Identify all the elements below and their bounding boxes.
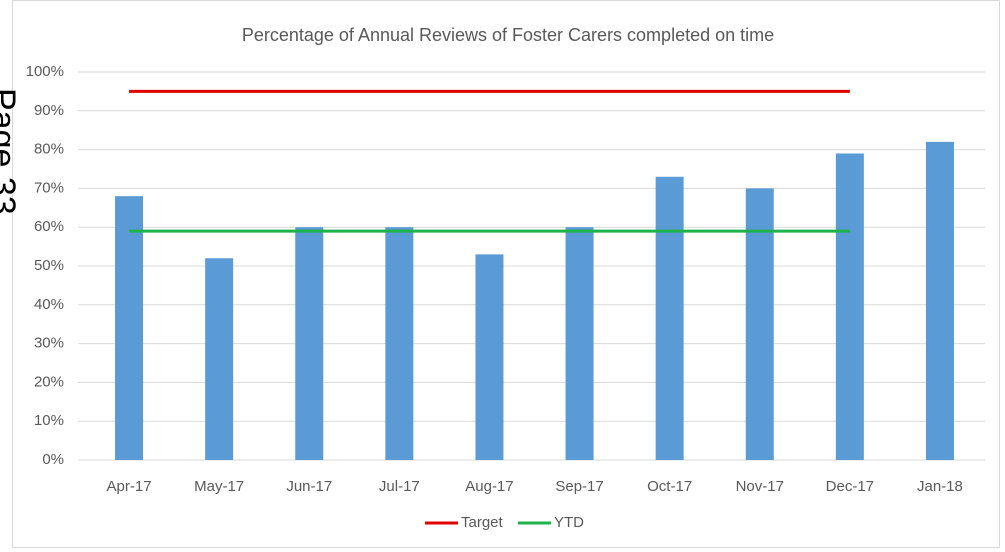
y-tick-label: 40% bbox=[34, 296, 64, 313]
bar bbox=[475, 254, 504, 460]
page-annotation: Page 33 bbox=[0, 88, 22, 215]
legend-label: Target bbox=[461, 514, 504, 531]
bar bbox=[925, 141, 954, 460]
y-tick-label: 90% bbox=[34, 102, 64, 119]
x-tick-label: Dec-17 bbox=[826, 478, 874, 495]
bar bbox=[655, 176, 684, 460]
y-tick-label: 50% bbox=[34, 257, 64, 274]
y-tick-label: 0% bbox=[42, 451, 64, 468]
bar bbox=[385, 227, 414, 460]
x-tick-label: Jan-18 bbox=[917, 478, 963, 495]
y-tick-label: 30% bbox=[34, 335, 64, 352]
bar bbox=[835, 153, 864, 461]
y-tick-label: 60% bbox=[34, 218, 64, 235]
legend-label: YTD bbox=[554, 514, 584, 531]
y-tick-label: 70% bbox=[34, 179, 64, 196]
x-tick-label: Oct-17 bbox=[647, 478, 692, 495]
x-tick-label: Jun-17 bbox=[286, 478, 332, 495]
x-tick-label: May-17 bbox=[194, 478, 244, 495]
chart-title: Percentage of Annual Reviews of Foster C… bbox=[242, 25, 774, 45]
bar bbox=[745, 188, 774, 460]
x-tick-label: Sep-17 bbox=[555, 478, 603, 495]
x-tick-label: Jul-17 bbox=[379, 478, 420, 495]
x-tick-label: Apr-17 bbox=[107, 478, 152, 495]
bar bbox=[205, 258, 234, 460]
bar bbox=[565, 227, 594, 460]
bar bbox=[115, 196, 144, 460]
y-tick-label: 10% bbox=[34, 412, 64, 429]
y-tick-label: 80% bbox=[34, 141, 64, 158]
y-tick-label: 100% bbox=[26, 63, 64, 80]
x-tick-label: Aug-17 bbox=[465, 478, 513, 495]
bar bbox=[295, 227, 324, 460]
y-tick-label: 20% bbox=[34, 373, 64, 390]
x-tick-label: Nov-17 bbox=[736, 478, 784, 495]
